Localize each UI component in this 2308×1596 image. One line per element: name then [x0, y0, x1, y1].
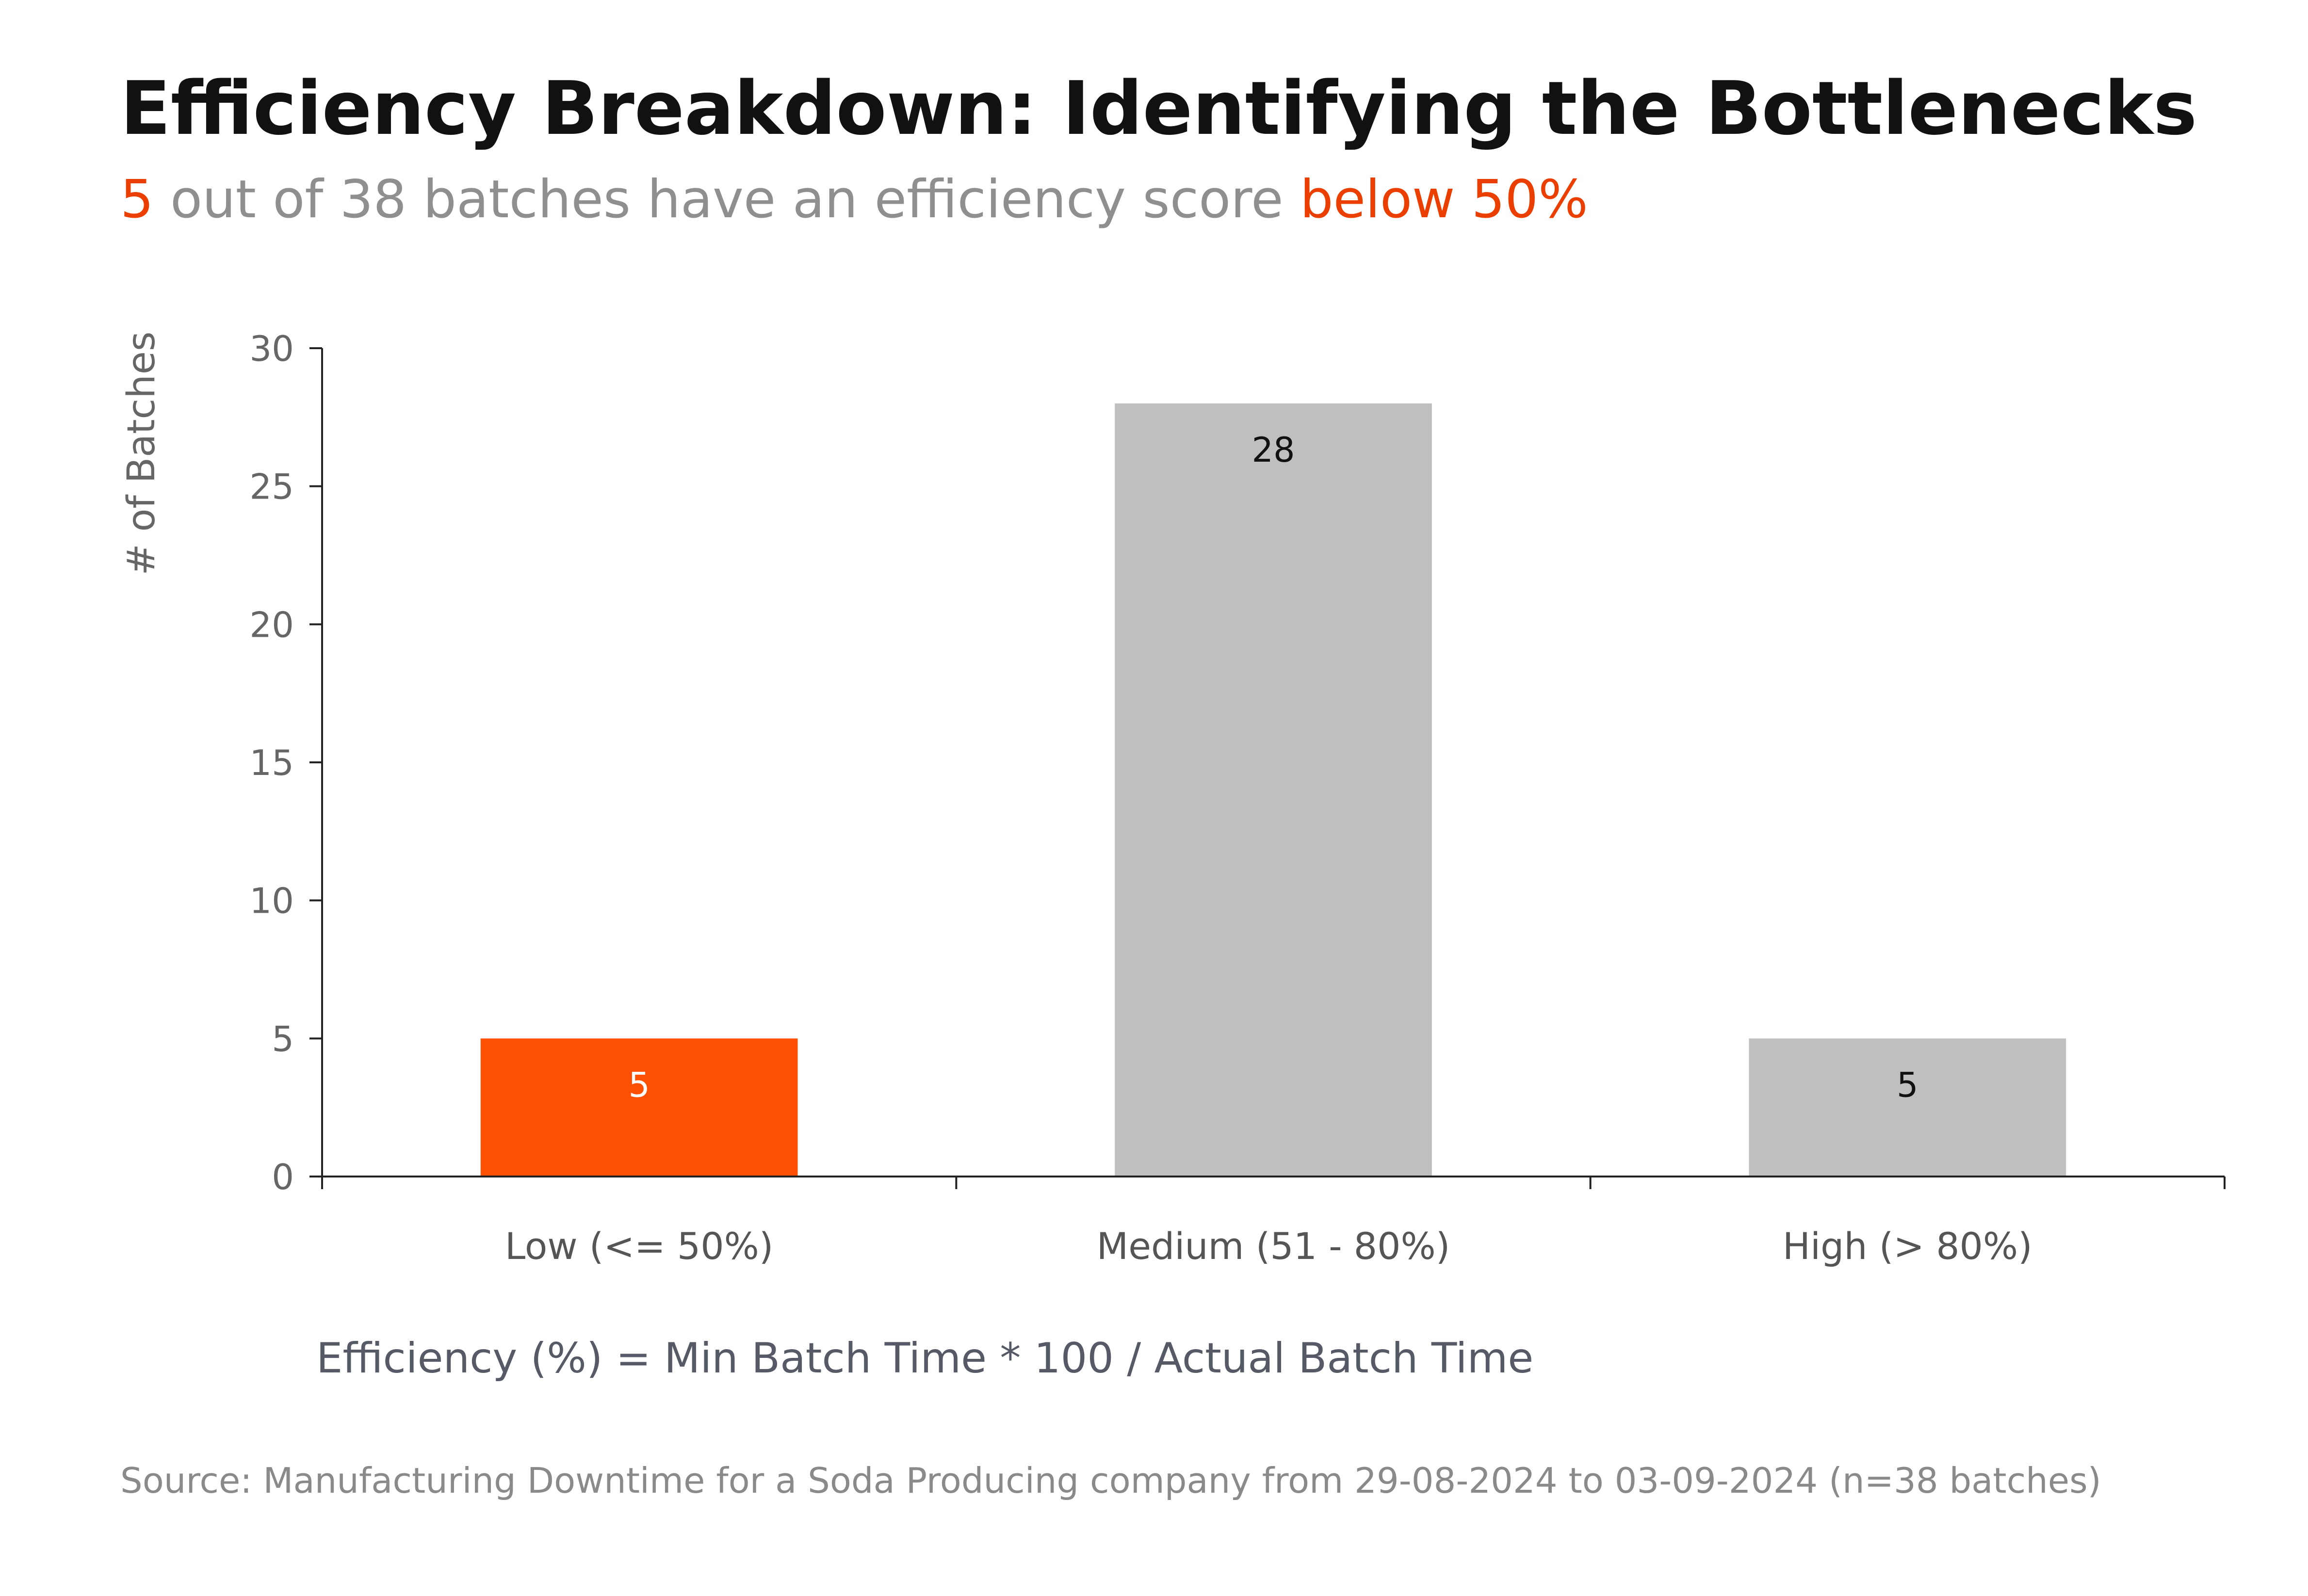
bar-value-label: 5	[1897, 1065, 1918, 1105]
x-axis: Low (<= 50%) Medium (51 - 80%) High (> 80%…	[321, 1176, 2226, 1268]
x-category-label: Low (<= 50%)	[505, 1225, 774, 1268]
bars: 5 28 5	[480, 403, 2066, 1177]
subtitle-middle: out of 38 batches have an efficiency sco…	[154, 169, 1300, 230]
y-tick-label: 5	[272, 1018, 294, 1059]
chart-title: Efficiency Breakdown: Identifying the Bo…	[120, 65, 2197, 151]
y-tick-label: 15	[249, 742, 294, 783]
y-axis: 0 5 10 15 20 25 30	[249, 328, 323, 1197]
y-tick-label: 25	[249, 467, 294, 507]
x-category-label: High (> 80%)	[1783, 1225, 2032, 1268]
subtitle-count: 5	[120, 169, 154, 230]
y-axis-label: # of Batches	[120, 332, 163, 576]
bar	[1115, 403, 1432, 1177]
chart-subtitle: 5 out of 38 batches have an efficiency s…	[120, 169, 1588, 230]
bar-highlighted	[480, 1038, 798, 1177]
bar	[1749, 1038, 2066, 1177]
source-note: Source: Manufacturing Downtime for a Sod…	[120, 1460, 2101, 1501]
y-tick-label: 10	[249, 881, 294, 921]
efficiency-formula: Efficiency (%) = Min Batch Time * 100 / …	[316, 1334, 1533, 1383]
bar-value-label: 5	[628, 1065, 650, 1105]
x-category-label: Medium (51 - 80%)	[1097, 1225, 1450, 1268]
subtitle-highlight: below 50%	[1300, 169, 1588, 230]
y-tick-label: 0	[272, 1157, 294, 1197]
y-tick-label: 20	[249, 604, 294, 645]
bar-value-label: 28	[1252, 430, 1295, 470]
y-tick-label: 30	[249, 328, 294, 369]
